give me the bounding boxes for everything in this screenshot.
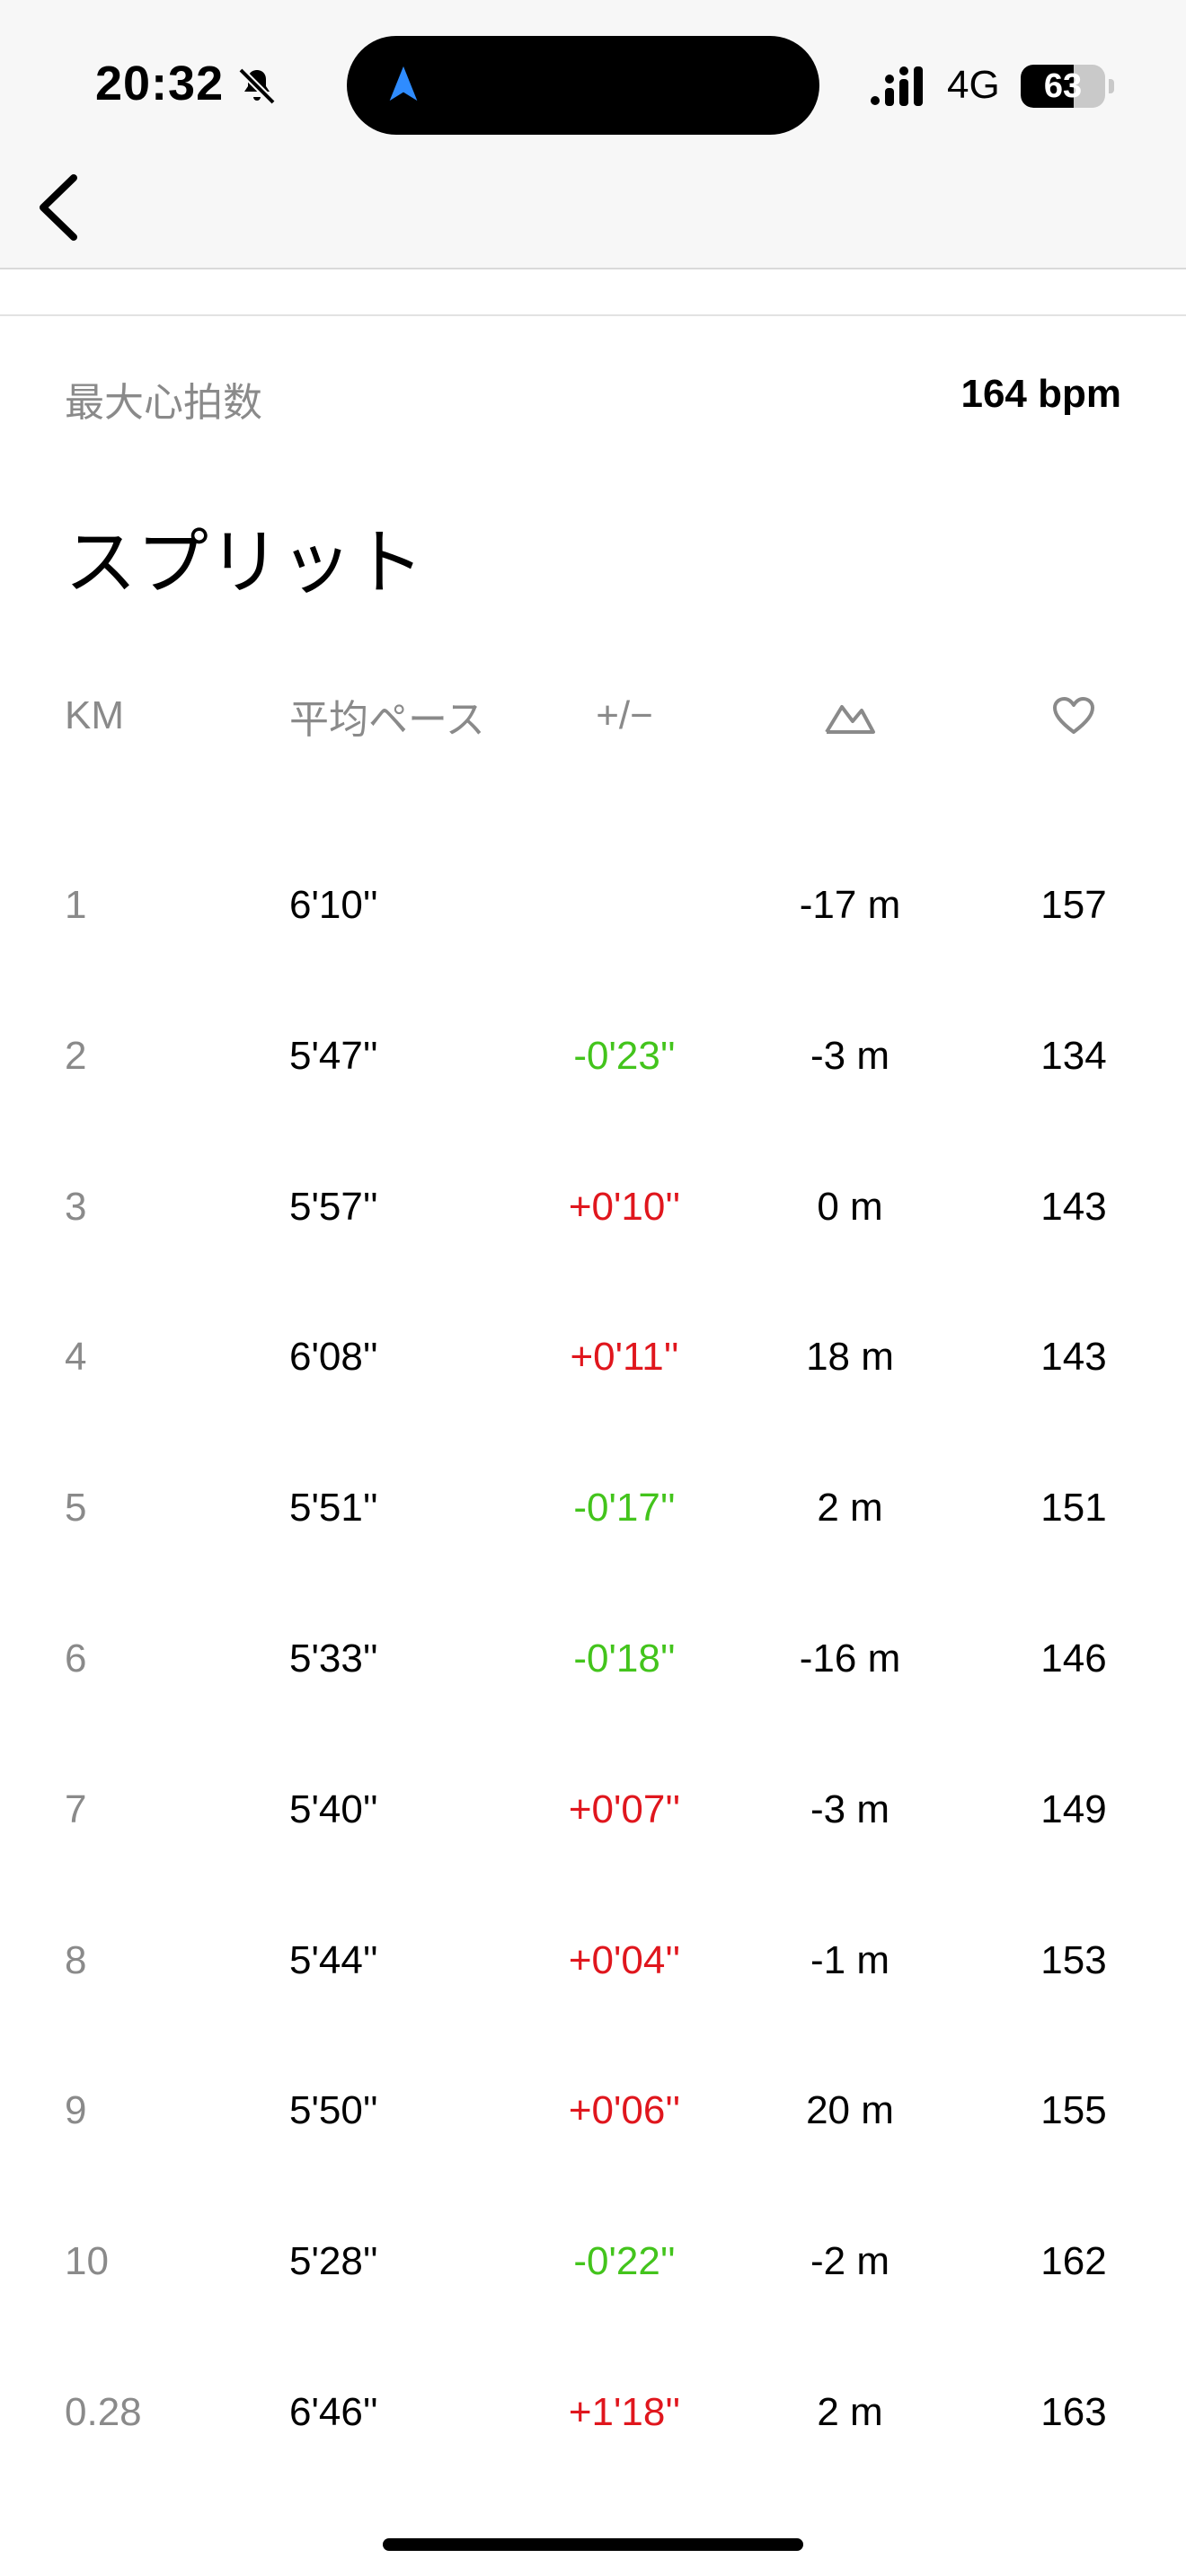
- split-diff: +0'11'': [570, 1335, 679, 1380]
- split-elevation: -17 m: [799, 883, 901, 927]
- split-diff: -0'22'': [573, 2239, 676, 2284]
- split-km: 0.28: [65, 2390, 142, 2434]
- split-pace: 5'51'': [289, 1486, 378, 1531]
- header-avg-pace: 平均ペース: [289, 698, 485, 742]
- back-chevron-icon[interactable]: [27, 169, 90, 246]
- split-elevation: 2 m: [817, 1486, 883, 1531]
- elevation-mountain-icon: [825, 705, 875, 734]
- split-row: 0.28 6'46'' +1'18'' 2 m 163: [0, 2372, 1186, 2453]
- split-pace: 5'50'': [289, 2088, 378, 2133]
- header-elevation: [751, 684, 949, 747]
- top-bar: 20:32 4G 63: [0, 0, 1186, 269]
- split-row: 7 5'40'' +0'07'' -3 m 149: [0, 1769, 1186, 1850]
- navigation-arrow-icon: [389, 66, 418, 101]
- split-diff: +0'07'': [568, 1786, 681, 1831]
- split-elevation: 2 m: [817, 2390, 883, 2434]
- header-heart-rate: [988, 684, 1159, 747]
- split-km: 3: [65, 1184, 87, 1229]
- split-row: 2 5'47'' -0'23'' -3 m 134: [0, 1016, 1186, 1097]
- header-km: KM: [65, 693, 124, 737]
- split-heart-rate: 134: [1040, 1033, 1107, 1078]
- split-pace: 5'28'': [289, 2239, 378, 2284]
- split-pace: 5'33'': [289, 1636, 378, 1681]
- battery-percentage: 63: [1043, 67, 1083, 105]
- split-row: 3 5'57'' +0'10'' 0 m 143: [0, 1167, 1186, 1248]
- split-elevation: 20 m: [806, 2088, 894, 2133]
- split-pace: 5'40'': [289, 1786, 378, 1831]
- split-pace: 6'10'': [289, 883, 378, 927]
- split-heart-rate: 143: [1040, 1335, 1107, 1380]
- split-diff: [539, 865, 710, 946]
- split-diff: +0'10'': [568, 1184, 681, 1229]
- split-elevation: 18 m: [806, 1335, 894, 1380]
- split-heart-rate: 151: [1040, 1486, 1107, 1531]
- splits-title: スプリット: [65, 523, 424, 603]
- battery-level: [1021, 65, 1075, 108]
- split-heart-rate: 146: [1040, 1636, 1107, 1681]
- split-diff: +0'04'': [568, 1937, 681, 1982]
- heart-icon: [1053, 697, 1094, 734]
- network-type: 4G: [947, 63, 1000, 107]
- split-heart-rate: 155: [1040, 2088, 1107, 2133]
- header-diff: +/−: [596, 693, 653, 737]
- split-diff: +1'18'': [568, 2390, 681, 2434]
- split-diff: -0'23'': [573, 1033, 676, 1078]
- split-km: 6: [65, 1636, 87, 1681]
- battery-indicator: 63: [1021, 65, 1105, 108]
- split-pace: 5'47'': [289, 1033, 378, 1078]
- cellular-signal-icon: [871, 66, 923, 106]
- split-diff: -0'17'': [573, 1486, 676, 1531]
- split-elevation: -1 m: [810, 1937, 890, 1982]
- split-km: 7: [65, 1786, 87, 1831]
- split-elevation: 0 m: [817, 1184, 883, 1229]
- split-heart-rate: 163: [1040, 2390, 1107, 2434]
- split-pace: 5'44'': [289, 1937, 378, 1982]
- split-diff: +0'06'': [568, 2088, 681, 2133]
- max-heart-rate-value: 164 bpm: [960, 372, 1121, 416]
- split-elevation: -2 m: [810, 2239, 890, 2284]
- split-heart-rate: 143: [1040, 1184, 1107, 1229]
- bell-slash-icon: [238, 67, 276, 105]
- status-time: 20:32: [95, 57, 225, 110]
- split-elevation: -16 m: [799, 1636, 901, 1681]
- battery-cap: [1109, 79, 1114, 93]
- split-row: 6 5'33'' -0'18'' -16 m 146: [0, 1619, 1186, 1699]
- split-km: 9: [65, 2088, 87, 2133]
- section-divider: [0, 314, 1186, 316]
- split-km: 10: [65, 2239, 109, 2284]
- split-row: 4 6'08'' +0'11'' 18 m 143: [0, 1317, 1186, 1398]
- split-pace: 5'57'': [289, 1184, 378, 1229]
- split-km: 1: [65, 883, 87, 927]
- split-km: 5: [65, 1486, 87, 1531]
- split-pace: 6'08'': [289, 1335, 378, 1380]
- split-heart-rate: 149: [1040, 1786, 1107, 1831]
- split-elevation: -3 m: [810, 1786, 890, 1831]
- max-heart-rate-label: 最大心拍数: [65, 381, 262, 425]
- split-heart-rate: 157: [1040, 883, 1107, 927]
- split-row: 9 5'50'' +0'06'' 20 m 155: [0, 2070, 1186, 2151]
- split-elevation: -3 m: [810, 1033, 890, 1078]
- home-indicator[interactable]: [383, 2538, 803, 2551]
- split-km: 8: [65, 1937, 87, 1982]
- split-heart-rate: 162: [1040, 2239, 1107, 2284]
- split-km: 2: [65, 1033, 87, 1078]
- dynamic-island: [347, 36, 819, 135]
- split-row: 10 5'28'' -0'22'' -2 m 162: [0, 2221, 1186, 2302]
- split-row: 5 5'51'' -0'17'' 2 m 151: [0, 1468, 1186, 1548]
- split-km: 4: [65, 1335, 87, 1380]
- split-heart-rate: 153: [1040, 1937, 1107, 1982]
- split-row: 8 5'44'' +0'04'' -1 m 153: [0, 1920, 1186, 2001]
- split-diff: -0'18'': [573, 1636, 676, 1681]
- split-pace: 6'46'': [289, 2390, 378, 2434]
- split-row: 1 6'10'' -17 m 157: [0, 865, 1186, 946]
